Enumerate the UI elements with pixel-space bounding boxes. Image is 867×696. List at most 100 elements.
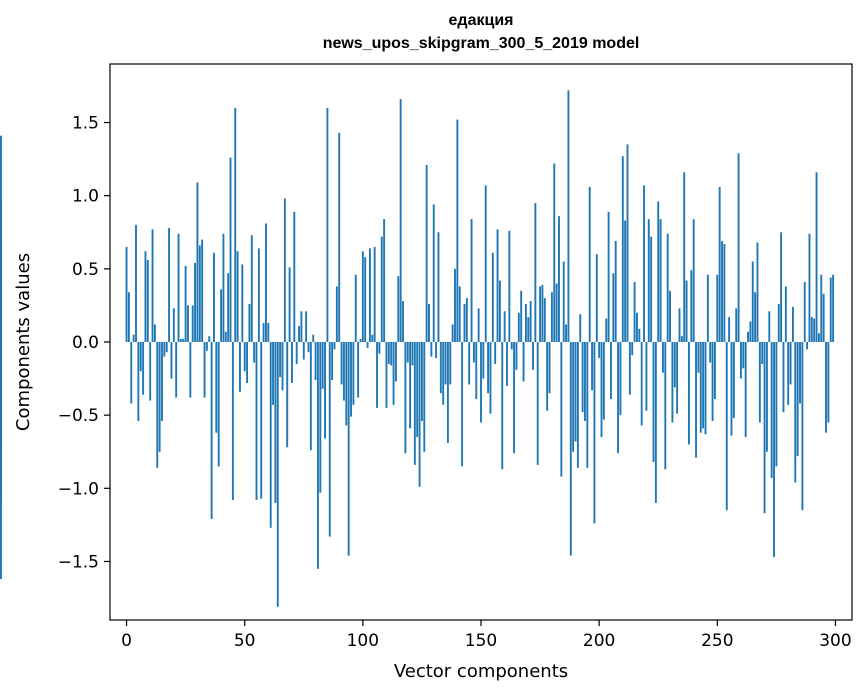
bar-44 [229,157,232,342]
bar-232 [673,342,676,388]
y-tick-label-2: −0.5 [58,406,99,426]
x-tick-label-3: 150 [465,631,497,651]
bar-130 [432,204,435,342]
bar-10 [149,342,152,401]
bar-217 [638,328,641,342]
bar-48 [239,342,241,392]
bar-237 [685,280,688,342]
bar-116 [399,99,402,343]
bar-106 [376,342,378,408]
bar-26 [187,305,189,342]
bar-63 [274,342,277,503]
bar-125 [420,342,423,422]
bar-227 [662,342,664,373]
bar-176 [541,284,544,342]
bar-1 [127,292,130,342]
bar-194 [584,342,586,422]
bar-35 [208,336,211,342]
bar-197 [591,342,594,391]
bar-208 [617,342,619,454]
bar-211 [624,220,627,342]
x-tick-label-0: 0 [121,631,132,651]
bar-47 [236,251,239,342]
bar-213 [628,342,631,395]
bar-99 [359,339,362,342]
bar-236 [683,172,686,342]
bar-16 [163,342,166,357]
bar-182 [555,283,558,342]
bar-39 [217,342,220,467]
bar-171 [529,301,532,342]
bar-268 [758,342,761,423]
bar-111 [387,342,390,364]
bar-67 [283,198,286,342]
bar-9 [146,260,149,342]
bar-215 [633,282,636,342]
bar-129 [430,342,433,357]
bar-239 [690,270,693,342]
bar-30 [196,182,199,342]
bar-177 [543,298,546,342]
bar-173 [534,203,537,342]
bar-103 [368,248,371,342]
bar-18 [168,227,171,342]
bar-172 [532,342,534,370]
bar-60 [267,322,270,342]
bar-288 [806,342,809,350]
bar-37 [213,252,215,342]
bar-82 [319,342,322,493]
bar-154 [489,342,492,414]
bar-199 [595,254,598,342]
x-tick-label-4: 200 [583,631,615,651]
bar-54 [253,342,256,363]
bar-223 [652,342,655,462]
bar-98 [357,342,360,398]
bar-77 [307,342,310,353]
bar-240 [692,219,695,342]
bar-32 [201,239,204,342]
bar-52 [248,303,251,342]
bar-283 [794,342,797,483]
bar-55 [255,342,258,501]
bar-97 [354,274,357,342]
bar-124 [418,342,421,487]
bar-36 [210,342,213,520]
bar-260 [739,342,742,379]
bar-179 [548,342,551,394]
bar-244 [702,342,705,429]
bar-100 [361,251,364,342]
bar-14 [158,342,161,452]
x-axis-label: Vector components [394,661,568,682]
bar-3 [132,334,135,342]
bar-21 [175,342,178,398]
x-tick-label-5: 250 [701,631,733,651]
bar-41 [222,233,225,342]
bar-119 [406,342,409,363]
bar-257 [732,342,735,419]
x-tick-label-1: 50 [234,631,256,651]
bar-168 [522,342,525,382]
bar-193 [581,342,584,413]
bar-33 [203,342,206,398]
bar-25 [184,265,187,342]
bar-209 [619,342,622,416]
bar-219 [643,185,645,342]
bar-246 [706,274,709,342]
bar-135 [444,342,447,385]
bar-101 [364,257,367,342]
bar-38 [215,342,218,433]
bar-123 [416,342,419,438]
bar-15 [161,342,163,422]
bar-4 [135,224,137,342]
bar-51 [246,342,248,383]
bar-120 [409,342,412,429]
bar-138 [451,324,454,342]
bar-245 [704,342,707,435]
bar-139 [454,268,456,342]
bar-22 [177,233,180,342]
bar-161 [506,342,508,386]
bar-160 [503,311,506,342]
bar-121 [411,342,414,366]
bar-255 [728,317,731,342]
